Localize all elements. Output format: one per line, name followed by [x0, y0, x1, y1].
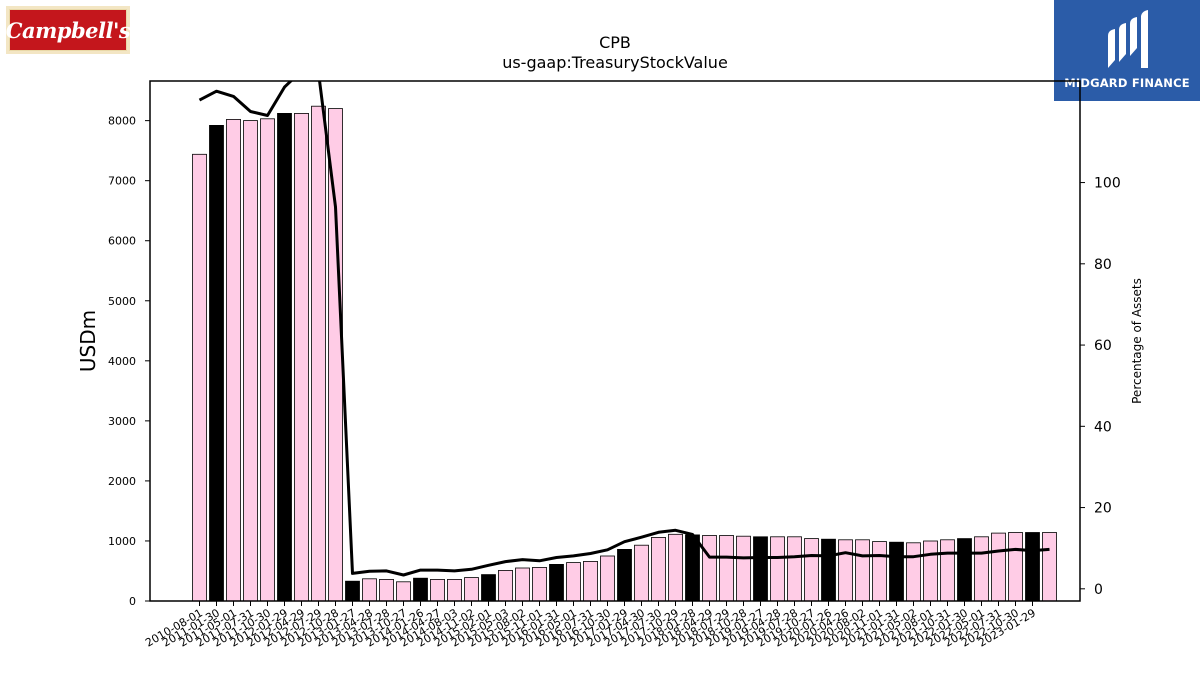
bar [583, 561, 598, 602]
bar [889, 541, 904, 602]
bar [311, 105, 326, 602]
bar [481, 574, 496, 602]
y2-tick-label: 0 [1094, 582, 1103, 598]
bar [855, 539, 870, 602]
chart-title: CPB [599, 33, 631, 52]
bar [243, 120, 258, 602]
bar [1025, 532, 1040, 602]
bar [345, 580, 360, 602]
campbells-logo: Campbell's [5, 6, 131, 54]
campbells-logo-text: Campbell's [5, 17, 131, 43]
bar [464, 577, 479, 602]
y-tick-label: 8000 [108, 115, 136, 128]
bar [991, 532, 1006, 602]
y-tick-label: 4000 [108, 355, 136, 368]
plot-frame [149, 80, 1081, 602]
y-tick-label: 7000 [108, 175, 136, 188]
bar [498, 570, 513, 602]
bar [328, 108, 343, 602]
bar [770, 536, 785, 602]
y2-axis-label: Percentage of Assets [1130, 278, 1144, 404]
bar [719, 535, 734, 602]
bar [821, 538, 836, 602]
y-tick-label: 1000 [108, 535, 136, 548]
bar [515, 567, 530, 602]
bar [634, 544, 649, 602]
bar [600, 555, 615, 602]
bar [362, 578, 377, 602]
bar [923, 540, 938, 602]
bar [736, 535, 751, 602]
bar [804, 538, 819, 602]
midgard-finance-logo: MIDGARD FINANCE [1054, 0, 1200, 101]
y2-tick-label: 100 [1094, 176, 1121, 192]
bar [549, 564, 564, 602]
y2-tick-label: 80 [1094, 257, 1112, 273]
y-tick-label: 5000 [108, 295, 136, 308]
bar [379, 579, 394, 602]
bar [1042, 532, 1057, 602]
y-tick-label: 0 [129, 595, 136, 608]
y2-tick-label: 60 [1094, 338, 1112, 354]
bar [617, 549, 632, 602]
bar [1008, 532, 1023, 602]
midgard-emblem-icon [1108, 10, 1148, 68]
bar [209, 125, 224, 602]
bar [226, 119, 241, 602]
bar [192, 153, 207, 602]
bar [430, 579, 445, 602]
bar [685, 534, 700, 602]
y-tick-label: 6000 [108, 235, 136, 248]
bar [957, 538, 972, 602]
bar [566, 562, 581, 602]
y2-tick-label: 40 [1094, 419, 1112, 435]
bar [260, 118, 275, 602]
bar [396, 581, 411, 602]
y-tick-label: 2000 [108, 475, 136, 488]
bar [413, 577, 428, 602]
bar [447, 579, 462, 602]
bar [838, 539, 853, 602]
bar [277, 113, 292, 602]
bar [940, 539, 955, 602]
y-axis-label: USDm [76, 310, 100, 372]
bar [294, 113, 309, 602]
bar [753, 536, 768, 602]
bar [787, 536, 802, 602]
chart-subtitle: us-gaap:TreasuryStockValue [502, 53, 728, 72]
bar [651, 537, 666, 602]
bar [668, 533, 683, 602]
pct-assets-line [198, 81, 1050, 577]
bar [872, 541, 887, 602]
bar [702, 535, 717, 602]
midgard-logo-text: MIDGARD FINANCE [1064, 76, 1190, 90]
bar [974, 536, 989, 602]
plot-area: 0 1000 2000 3000 4000 5000 6000 7000 8000 0 20 40 60… [108, 80, 1121, 650]
y2-tick-label: 20 [1094, 501, 1112, 517]
y-tick-label: 3000 [108, 415, 136, 428]
bar [906, 542, 921, 602]
bar [532, 567, 547, 602]
